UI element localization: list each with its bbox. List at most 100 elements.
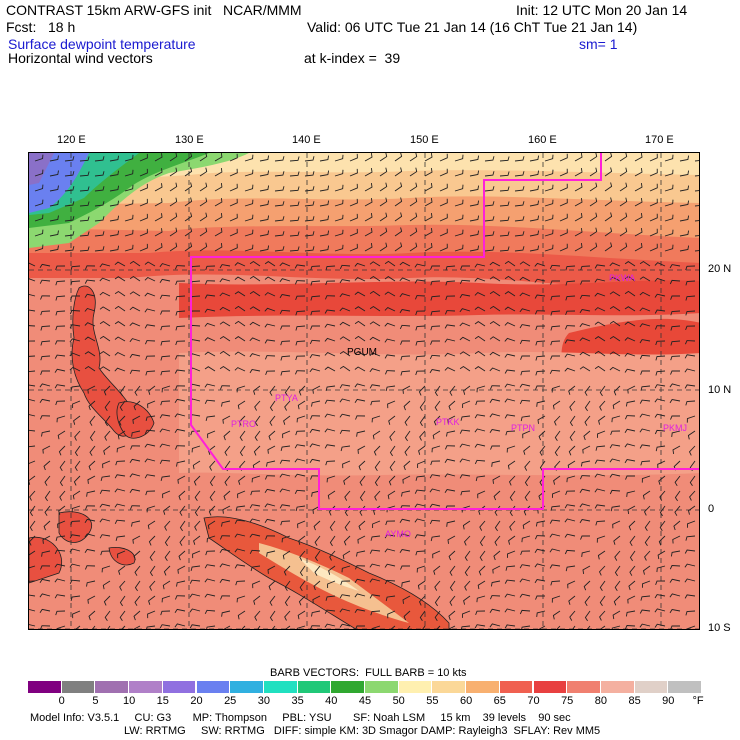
wind-barb: [69, 309, 81, 315]
wind-barb: [70, 280, 81, 286]
wind-barb: [439, 168, 448, 177]
wind-barb: [244, 154, 254, 162]
wind-barb: [224, 475, 231, 486]
wind-barb: [694, 175, 699, 177]
wind-barb: [339, 293, 351, 298]
colorbar-level-label: 60: [459, 695, 473, 707]
wind-barb: [454, 229, 464, 237]
wind-barb: [349, 153, 358, 162]
wind-barb: [254, 400, 261, 411]
wind-barb: [537, 415, 546, 424]
wind-barb: [584, 415, 591, 426]
wind-barb: [580, 535, 591, 540]
wind-barb: [641, 475, 651, 483]
wind-barb: [55, 310, 66, 316]
wind-barb: [84, 265, 96, 270]
wind-barb: [184, 167, 193, 177]
wind-barb: [529, 185, 540, 192]
wind-barb: [29, 580, 36, 582]
wind-barb: [49, 200, 59, 207]
wind-barb: [613, 385, 621, 396]
wind-barb: [194, 505, 201, 517]
wind-barb: [574, 228, 583, 237]
wind-barb: [312, 385, 321, 394]
wind-barb: [29, 398, 36, 402]
wind-barb: [584, 400, 591, 412]
wind-barb: [41, 550, 51, 557]
wind-barb: [579, 366, 591, 372]
wind-barb: [74, 460, 81, 472]
wind-barb: [34, 244, 44, 252]
wind-barb: [280, 325, 291, 330]
wind-barb: [219, 535, 231, 540]
wind-barb: [619, 197, 628, 207]
wind-barb: [194, 490, 201, 502]
wind-barb: [295, 310, 306, 316]
wind-barb: [298, 535, 306, 545]
wind-barb: [129, 260, 141, 267]
wind-barb: [640, 370, 650, 375]
wind-barb: [434, 580, 441, 591]
wind-barb: [86, 490, 96, 497]
wind-barb: [250, 490, 261, 496]
wind-barb: [519, 292, 531, 297]
wind-barb: [199, 227, 208, 237]
wind-barb: [572, 625, 576, 629]
wind-barb: [99, 335, 111, 342]
wind-barb: [159, 459, 171, 465]
wind-barb: [399, 309, 411, 314]
wind-barb: [354, 320, 366, 327]
valid-time: Valid: 06 UTC Tue 21 Jan 14 (16 ChT Tue …: [307, 19, 638, 35]
wind-barb: [609, 291, 621, 297]
wind-barb: [654, 262, 666, 267]
wind-barb: [70, 520, 81, 526]
station-ptkk: PTKK: [436, 417, 460, 427]
wind-barb: [374, 490, 381, 501]
wind-barb: [340, 580, 351, 586]
wind-barb: [499, 231, 510, 237]
wind-barb: [49, 155, 59, 162]
wind-barb: [687, 430, 696, 440]
wind-barb: [329, 520, 336, 532]
wind-barb: [84, 548, 96, 553]
wind-barb: [505, 565, 516, 571]
wind-barb: [49, 170, 59, 177]
wind-barb: [114, 351, 126, 357]
wind-barb: [39, 608, 51, 613]
wind-barb: [234, 519, 246, 524]
wind-barb: [504, 337, 516, 342]
wind-barb: [252, 460, 261, 470]
wind-barb: [49, 230, 59, 237]
wind-barb: [223, 430, 231, 441]
wind-barb: [289, 171, 300, 177]
wind-barb: [463, 535, 471, 546]
wind-barb: [415, 550, 426, 556]
wind-barb: [619, 167, 628, 177]
wind-barb: [103, 595, 111, 606]
wind-barb: [679, 155, 690, 162]
wind-barb: [385, 595, 396, 602]
field-label-wind: Horizontal wind vectors: [8, 50, 153, 66]
wind-barb: [649, 243, 658, 252]
wind-barb: [294, 370, 306, 375]
wind-barb: [474, 263, 486, 268]
wind-barb: [34, 199, 44, 207]
wind-barb: [144, 340, 156, 345]
wind-barb: [654, 325, 666, 330]
wind-barb: [639, 399, 651, 404]
wind-barb: [506, 445, 516, 453]
wind-barb: [160, 325, 171, 331]
wind-barb: [424, 243, 433, 252]
wind-barb: [401, 490, 411, 497]
wind-barb: [394, 227, 403, 237]
colorbar-unit: °F: [692, 695, 704, 707]
wind-barb: [279, 294, 291, 299]
wind-barb: [209, 460, 216, 471]
wind-barb: [69, 579, 81, 585]
wind-barb: [144, 429, 156, 435]
wind-barb: [474, 277, 486, 282]
wind-barb: [369, 594, 381, 599]
wind-barb: [309, 428, 321, 433]
wind-barb: [204, 351, 216, 357]
wind-barb: [684, 340, 696, 345]
